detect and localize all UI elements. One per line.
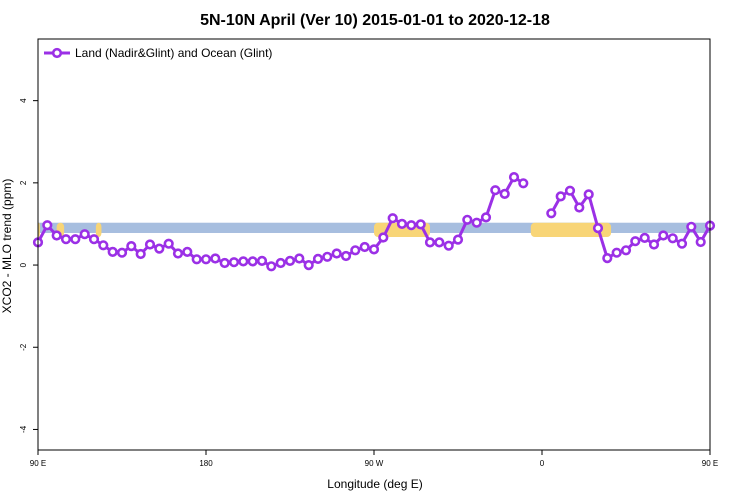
data-point <box>518 178 529 189</box>
data-point <box>238 256 249 267</box>
data-point <box>434 237 445 248</box>
data-point <box>508 172 520 183</box>
data-point <box>415 219 426 230</box>
data-point <box>452 234 464 245</box>
data-point <box>135 248 146 260</box>
data-point <box>611 247 622 258</box>
data-point <box>247 256 258 267</box>
legend-marker <box>51 47 63 59</box>
data-point <box>350 245 361 256</box>
series-layer <box>32 172 716 272</box>
legend: Land (Nadir&Glint) and Ocean (Glint) <box>44 46 272 60</box>
x-ticks: 90 E 180 90 W 0 90 E <box>30 450 718 468</box>
data-point <box>200 254 212 265</box>
data-point <box>322 251 333 262</box>
data-point <box>378 232 389 243</box>
land-band-segment <box>530 222 612 237</box>
data-point <box>424 237 436 248</box>
data-point <box>583 189 594 200</box>
data-point <box>639 232 650 243</box>
data-point <box>592 223 604 234</box>
data-point <box>191 254 202 265</box>
data-point <box>331 248 342 259</box>
data-point <box>154 243 165 254</box>
data-point <box>144 239 156 250</box>
data-point <box>658 230 669 241</box>
x-tick-label: 0 <box>540 459 545 468</box>
x-tick-label: 180 <box>199 459 213 468</box>
data-point <box>182 246 193 257</box>
data-point <box>462 214 473 225</box>
data-point <box>686 221 697 232</box>
data-point <box>406 220 417 231</box>
data-point <box>340 250 352 262</box>
data-point <box>70 234 81 245</box>
data-point <box>51 230 62 241</box>
y-ticks: -4 -2 0 2 4 <box>19 98 38 433</box>
chart-title: 5N-10N April (Ver 10) 2015-01-01 to 2020… <box>200 12 550 29</box>
data-point <box>163 238 174 249</box>
data-point <box>443 240 454 251</box>
data-point <box>98 240 109 251</box>
data-point <box>368 244 380 255</box>
data-point <box>546 208 557 219</box>
data-point <box>116 247 128 258</box>
data-point <box>228 257 240 268</box>
x-tick-label: 90 W <box>365 459 384 468</box>
data-point <box>219 257 230 269</box>
data-point <box>303 260 314 271</box>
data-point <box>667 233 678 244</box>
data-point <box>620 245 632 256</box>
data-point <box>294 253 305 264</box>
y-tick-label: 0 <box>19 262 28 267</box>
data-point <box>602 253 613 264</box>
data-point <box>471 217 482 228</box>
data-point <box>574 202 585 213</box>
data-point <box>676 238 688 249</box>
data-point <box>275 257 286 269</box>
data-point <box>387 213 398 224</box>
data-point <box>490 185 501 196</box>
y-tick-label: 2 <box>19 180 28 185</box>
data-point <box>564 185 576 196</box>
data-point <box>60 234 72 245</box>
data-point <box>172 248 184 259</box>
data-point <box>312 253 324 264</box>
data-point <box>42 220 53 231</box>
legend-label: Land (Nadir&Glint) and Ocean (Glint) <box>75 46 272 60</box>
data-point <box>256 255 268 267</box>
y-tick-label: -4 <box>19 425 28 433</box>
data-point <box>210 253 221 264</box>
y-tick-label: -2 <box>19 343 28 351</box>
land-band-segment <box>95 222 102 237</box>
data-point <box>630 236 641 247</box>
data-point <box>555 191 566 202</box>
data-point <box>499 188 510 199</box>
y-tick-label: 4 <box>19 98 28 103</box>
data-point <box>648 239 660 250</box>
x-axis-label: Longitude (deg E) <box>327 477 422 491</box>
x-tick-label: 90 E <box>702 459 718 468</box>
data-point <box>88 234 100 245</box>
data-point <box>266 261 277 272</box>
data-point <box>359 241 370 253</box>
band-layer <box>38 222 710 237</box>
data-point <box>396 218 408 229</box>
data-point <box>126 241 137 252</box>
data-point <box>695 236 706 248</box>
y-axis-label: XCO2 - MLO trend (ppm) <box>0 179 14 314</box>
data-point <box>107 246 118 257</box>
data-point <box>79 229 90 240</box>
data-point <box>284 255 296 267</box>
x-tick-label: 90 E <box>30 459 46 468</box>
data-point <box>480 212 492 223</box>
